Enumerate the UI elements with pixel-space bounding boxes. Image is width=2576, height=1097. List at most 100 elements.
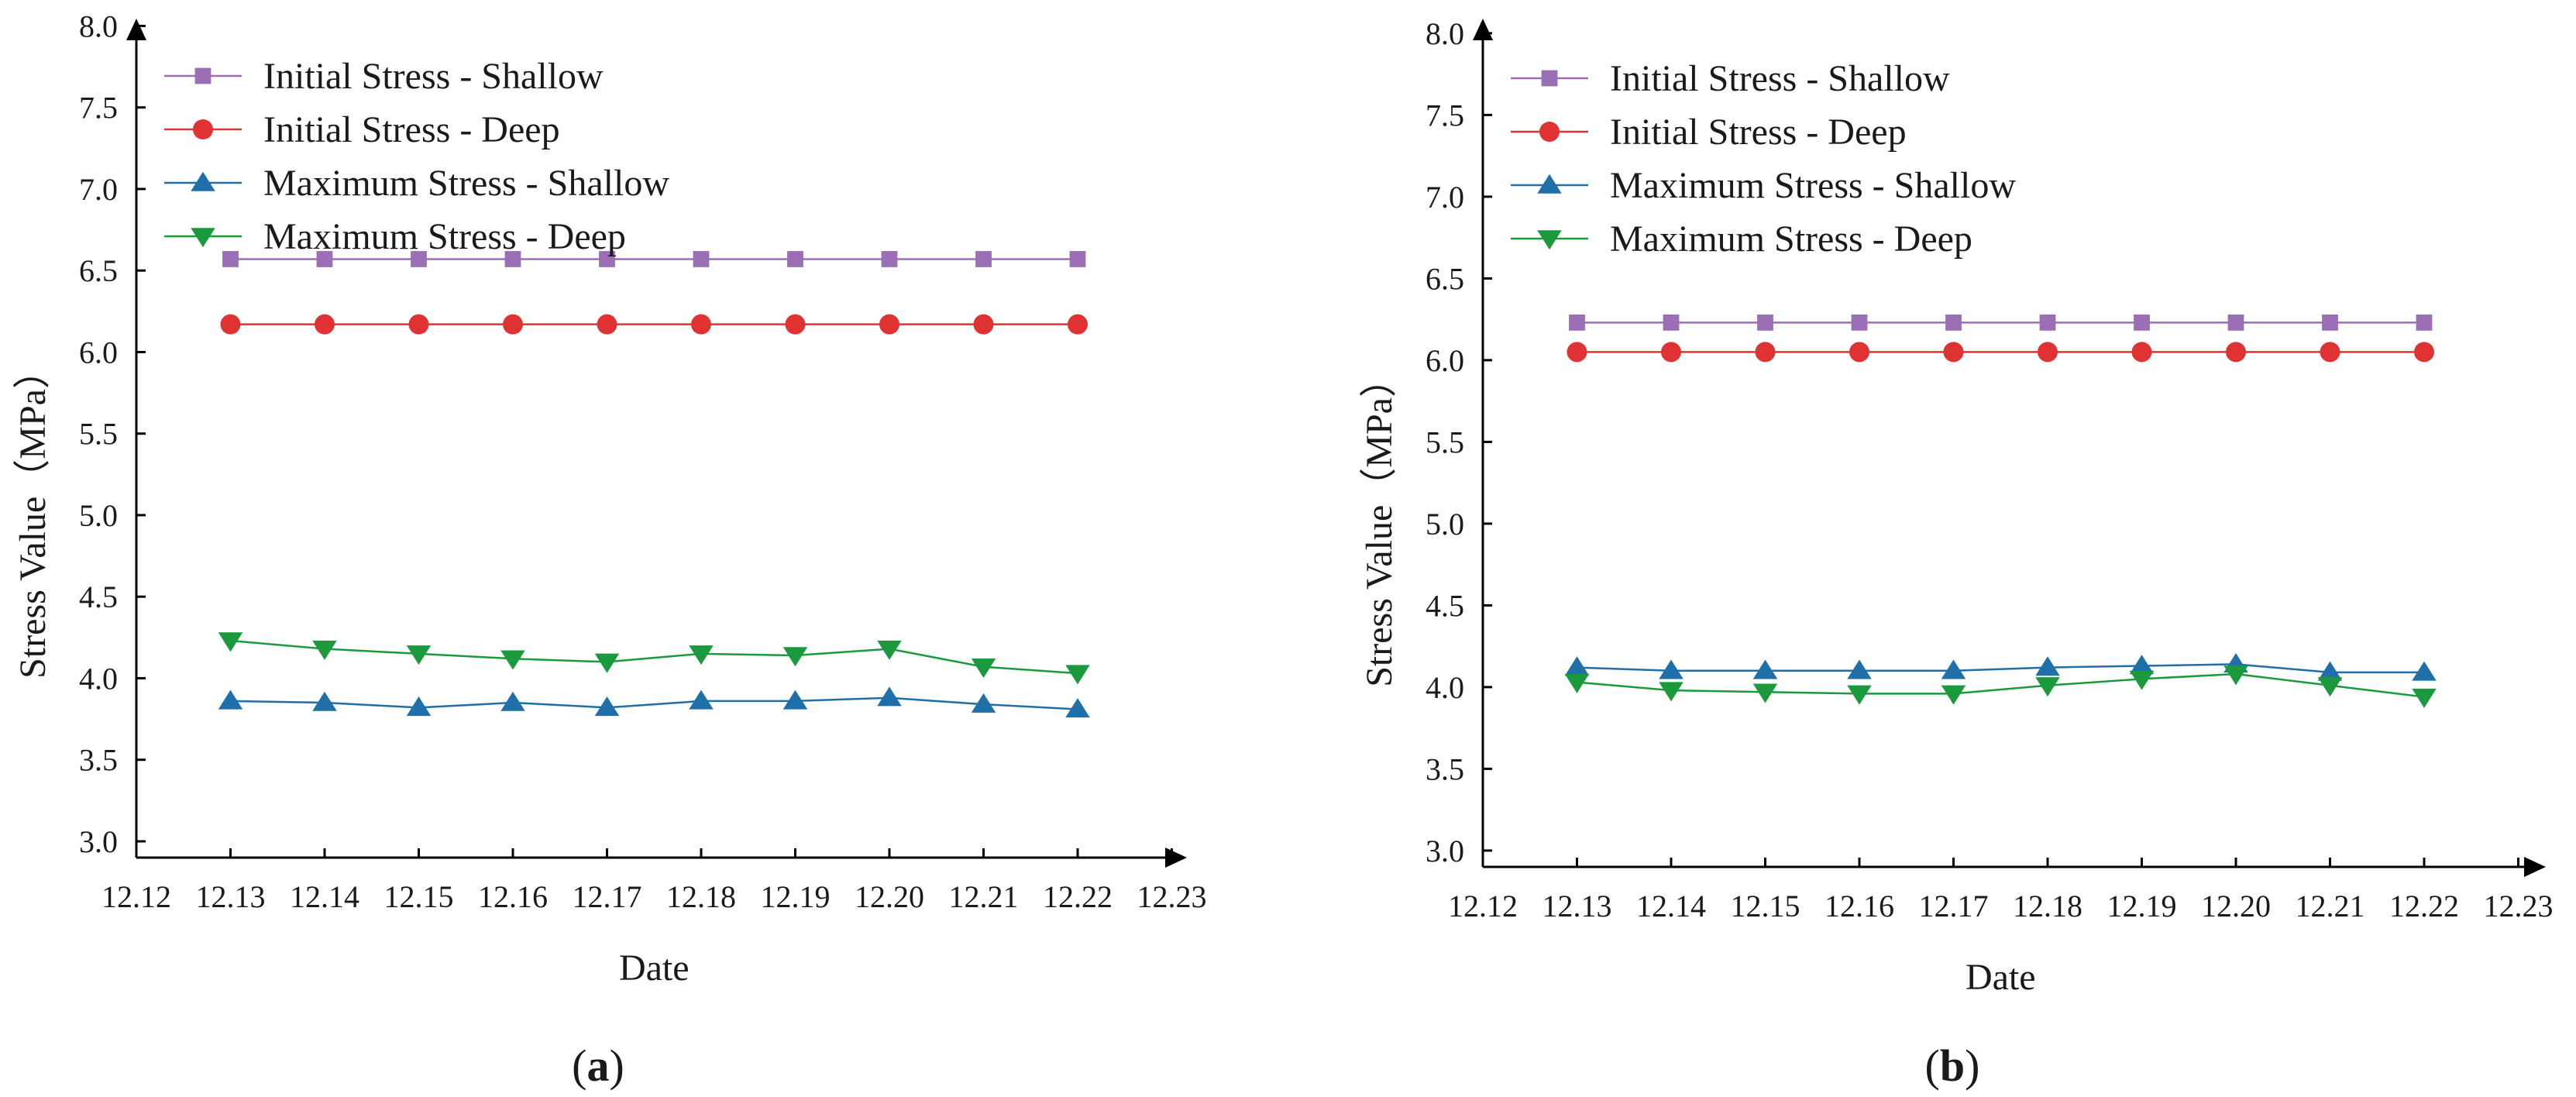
y-tick-label: 5.5 [1426,425,1464,459]
x-tick-label: 12.20 [855,879,924,914]
data-point-maximum-deep [500,650,525,670]
legend-marker [191,171,215,191]
y-tick-label: 6.0 [79,335,118,370]
data-point-initial-deep [1849,342,1869,363]
data-point-maximum-shallow [877,686,902,707]
data-point-maximum-shallow [500,691,525,711]
data-point-maximum-deep [1659,682,1684,702]
data-point-maximum-shallow [218,689,243,710]
data-point-maximum-deep [1065,665,1090,685]
x-tick-label: 12.19 [761,879,831,914]
data-point-maximum-deep [689,645,714,665]
data-point-maximum-deep [2223,665,2248,686]
y-tick-label: 8.0 [1426,16,1464,51]
data-point-initial-deep [597,314,617,335]
y-tick-label: 3.5 [79,743,118,778]
x-tick-label: 12.17 [573,879,642,914]
x-tick-label: 12.15 [384,879,454,914]
series-line-maximum-shallow [1577,663,2424,674]
y-axis-arrow [126,19,146,40]
legend-label: Maximum Stress - Shallow [263,163,669,204]
data-point-maximum-shallow [1065,698,1090,718]
legend-label: Maximum Stress - Deep [263,216,626,257]
data-point-maximum-shallow [312,691,337,711]
data-point-initial-shallow [411,251,427,267]
legend-marker [193,119,213,139]
data-point-maximum-deep [782,647,808,667]
data-point-initial-deep [879,314,899,335]
data-point-initial-shallow [316,251,333,267]
legend-marker [191,228,215,248]
data-point-initial-deep [2320,342,2340,363]
data-point-maximum-shallow [782,689,808,710]
data-point-maximum-shallow [2035,656,2060,676]
data-point-maximum-deep [2317,677,2343,697]
legend-marker [1537,174,1562,194]
chart-panel-b: 3.0 3.5 4.0 4.5 5.0 5.5 6.0 6.5 7.0 7.5 8.0 12.12 12… [1359,16,2554,1091]
legend-label: Maximum Stress - Deep [1610,218,1972,260]
data-point-initial-shallow [2039,314,2056,331]
x-tick-label: 12.18 [2013,889,2082,923]
x-tick-label: 12.13 [196,879,266,914]
data-point-initial-shallow [1569,314,1585,331]
series-line-maximum-shallow [230,696,1078,710]
data-point-initial-deep [2038,342,2058,363]
panel-label-open: ( [1925,1040,1940,1091]
data-point-maximum-shallow [406,696,432,717]
data-point-maximum-deep [1564,673,1590,693]
data-point-maximum-deep [2129,670,2155,690]
data-point-initial-deep [503,314,523,335]
data-point-initial-shallow [1663,314,1680,331]
x-tick-label: 12.12 [101,879,171,914]
data-point-initial-deep [2414,342,2434,363]
data-point-initial-shallow [1851,314,1868,331]
y-tick-label: 4.0 [1426,670,1464,705]
x-tick-label: 12.16 [478,879,548,914]
legend-marker [1537,230,1562,250]
data-point-initial-deep [315,314,335,335]
data-point-initial-shallow [2416,314,2433,331]
legend-marker [1541,70,1558,87]
y-tick-label: 4.5 [79,579,118,614]
data-point-initial-deep [973,314,994,335]
data-point-initial-shallow [222,251,239,267]
data-point-initial-deep [408,314,429,335]
data-point-maximum-deep [1941,685,1966,705]
data-point-maximum-deep [971,658,996,679]
data-point-initial-deep [785,314,806,335]
data-point-maximum-deep [218,632,243,652]
y-axis-title: Stress Value（MPa） [12,352,53,679]
y-axis-title: Stress Value（MPa） [1359,360,1400,687]
x-tick-label: 12.23 [2484,889,2554,923]
data-point-maximum-shallow [1941,659,1966,679]
data-point-initial-shallow [2322,314,2338,331]
y-tick-label: 7.0 [1426,180,1464,215]
data-point-initial-deep [2131,342,2152,363]
x-tick-label: 12.16 [1825,889,1894,923]
y-tick-label: 7.5 [79,91,118,126]
y-axis-arrow [1473,19,1493,40]
x-tick-label: 12.21 [949,879,1019,914]
y-tick-label: 7.0 [79,172,118,207]
y-tick-label: 4.0 [79,661,118,696]
x-tick-label: 12.18 [666,879,736,914]
x-tick-label: 12.15 [1731,889,1800,923]
data-point-maximum-shallow [2317,661,2343,681]
panel-label: (b) [1925,1040,1980,1091]
data-point-maximum-shallow [689,689,714,710]
panel-label-open: ( [572,1040,586,1091]
panel-label-letter: a [587,1040,610,1091]
x-axis-title: Date [1966,957,2036,998]
x-tick-label: 12.14 [290,879,359,914]
data-point-initial-shallow [1757,314,1773,331]
data-point-maximum-shallow [1564,656,1590,676]
y-tick-label: 6.5 [1426,261,1464,296]
x-axis-title: Date [619,947,690,989]
y-tick-label: 7.5 [1426,98,1464,132]
data-point-initial-shallow [1069,251,1086,267]
data-point-initial-shallow [1945,314,1962,331]
data-point-maximum-deep [2035,677,2060,697]
x-tick-label: 12.22 [2389,889,2459,923]
data-point-initial-deep [1567,342,1587,363]
